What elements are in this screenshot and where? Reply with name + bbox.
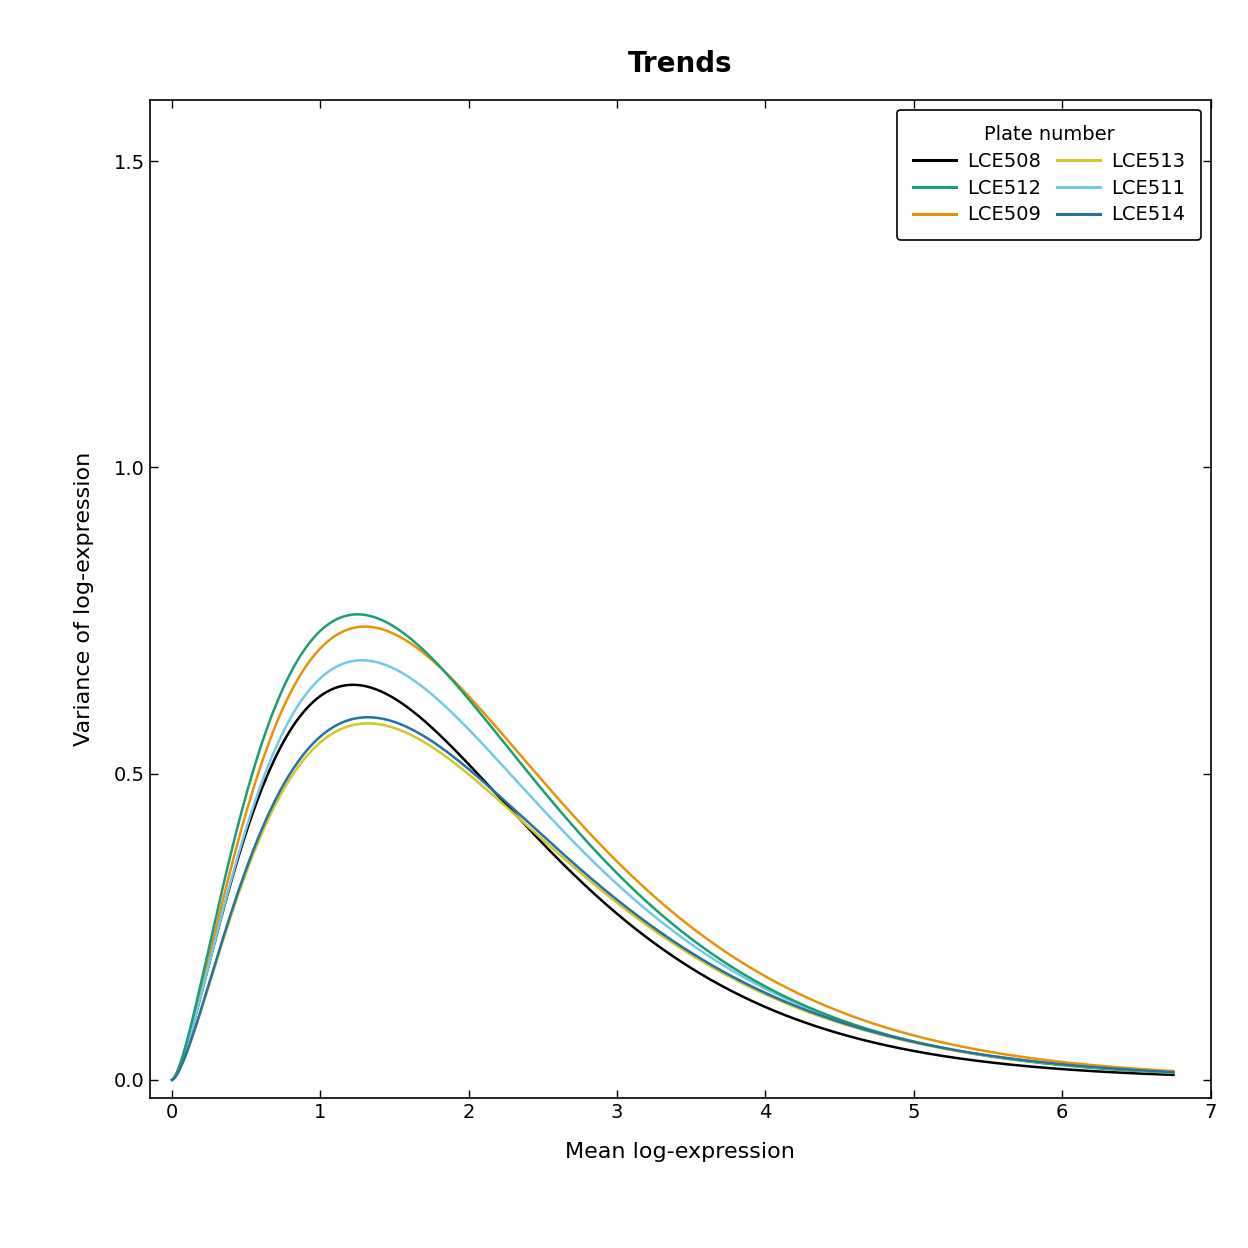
Title: Trends: Trends [628, 50, 733, 79]
Legend: LCE508, LCE512, LCE509, LCE513, LCE511, LCE514: LCE508, LCE512, LCE509, LCE513, LCE511, … [897, 110, 1201, 240]
Y-axis label: Variance of log-expression: Variance of log-expression [75, 452, 95, 746]
X-axis label: Mean log-expression: Mean log-expression [565, 1142, 795, 1162]
